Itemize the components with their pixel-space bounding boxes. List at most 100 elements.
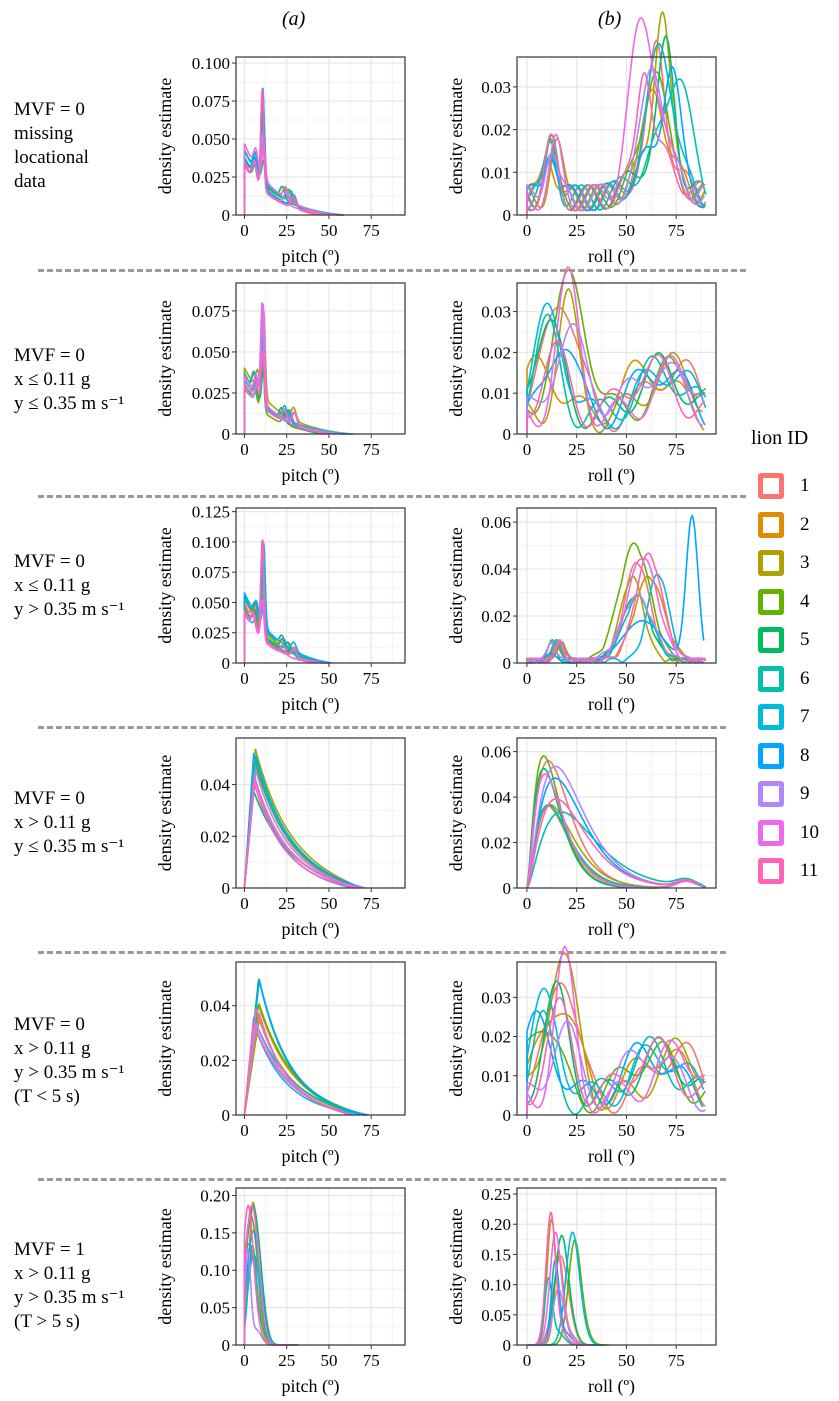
- y-tick-label: 0.100: [192, 533, 230, 552]
- legend-key-7: [758, 704, 784, 730]
- x-tick-label: 75: [668, 1351, 685, 1370]
- y-axis-title: density estimate: [446, 527, 466, 643]
- x-tick-label: 75: [363, 894, 380, 913]
- density-line-lion-2: [526, 1013, 706, 1115]
- y-tick-label: 0.20: [481, 1215, 511, 1234]
- panel-border: [516, 56, 717, 216]
- y-axis-title: density estimate: [155, 527, 175, 643]
- panel-border: [516, 282, 717, 435]
- y-tick-label: 0: [222, 654, 231, 673]
- y-axis-title: density estimate: [446, 1208, 466, 1324]
- panel-background: [236, 962, 405, 1115]
- y-tick-label: 0.15: [481, 1245, 511, 1264]
- y-tick-label: 0.05: [481, 1306, 511, 1325]
- x-tick-label: 75: [668, 440, 685, 459]
- x-axis-title: pitch (º): [281, 1146, 339, 1167]
- x-axis-title: roll (º): [588, 694, 635, 715]
- legend-key-5: [758, 627, 784, 653]
- row-divider: [38, 951, 726, 954]
- panel-a-5: 0 25 50 75 0 0.02 0.04 pitch (º) density estimat…: [155, 961, 406, 1167]
- panel-border: [235, 1187, 406, 1346]
- x-tick-label: 0: [240, 1351, 249, 1370]
- x-tick-label: 50: [320, 1351, 337, 1370]
- panel-border: [235, 282, 406, 435]
- density-line-lion-9: [526, 1020, 706, 1115]
- y-tick-label: 0: [503, 654, 512, 673]
- y-tick-label: 0.01: [481, 384, 511, 403]
- y-axis-title: density estimate: [155, 300, 175, 416]
- y-tick-label: 0.15: [200, 1224, 230, 1243]
- density-line-lion-11: [243, 89, 339, 216]
- x-tick-label: 0: [523, 440, 532, 459]
- density-line-lion-3: [526, 287, 703, 434]
- y-tick-label: 0: [222, 1106, 231, 1125]
- y-tick-label: 0.025: [192, 384, 230, 403]
- row-divider: [38, 726, 726, 729]
- y-tick-label: 0.02: [200, 827, 230, 846]
- panel-border: [516, 961, 717, 1116]
- y-tick-label: 0.03: [481, 303, 511, 322]
- x-axis-title: roll (º): [588, 1376, 635, 1397]
- density-line-lion-3: [243, 748, 362, 889]
- y-tick-label: 0: [503, 425, 512, 444]
- density-line-lion-9: [526, 67, 706, 215]
- legend-key-9: [758, 781, 784, 807]
- y-tick-label: 0.20: [200, 1186, 230, 1205]
- row-label-6: MVF = 1 x > 0.11 g y > 0.35 m s⁻¹ (T > 5…: [14, 1239, 125, 1332]
- legend-key-1: [758, 473, 784, 499]
- row-label-1: MVF = 0 missing locational data: [14, 99, 89, 192]
- x-tick-label: 50: [618, 221, 635, 240]
- x-tick-label: 75: [363, 1351, 380, 1370]
- x-axis-title: roll (º): [588, 919, 635, 940]
- y-tick-label: 0.02: [481, 121, 511, 140]
- x-tick-label: 0: [240, 221, 249, 240]
- x-tick-label: 0: [523, 669, 532, 688]
- panel-b-1: 0 25 50 75 0 0.01 0.02 0.03 roll (º) density esti…: [446, 10, 717, 267]
- legend-key-2: [758, 511, 784, 538]
- density-line-lion-8: [243, 980, 369, 1116]
- x-tick-label: 75: [363, 1121, 380, 1140]
- y-tick-label: 0.04: [200, 997, 230, 1016]
- y-tick-label: 0.03: [481, 988, 511, 1007]
- x-tick-label: 75: [363, 440, 380, 459]
- panel-border: [516, 1187, 717, 1346]
- y-tick-label: 0.10: [481, 1276, 511, 1295]
- panel-b-6: 0 25 50 75 0 0.05 0.10 0.15 0.20 0.25 roll (º) dens…: [446, 1185, 717, 1397]
- y-tick-label: 0: [503, 1106, 512, 1125]
- density-line-lion-11: [243, 1022, 351, 1116]
- y-tick-label: 0.01: [481, 163, 511, 182]
- y-axis-title: density estimate: [155, 755, 175, 871]
- density-line-lion-8: [526, 348, 706, 434]
- legend-key-10: [758, 819, 784, 846]
- x-tick-label: 25: [278, 894, 295, 913]
- row-label-5: MVF = 0 x > 0.11 g y > 0.35 m s⁻¹ (T < 5…: [14, 1014, 125, 1107]
- density-line-lion-11: [526, 340, 706, 434]
- x-tick-label: 75: [363, 669, 380, 688]
- panel-a-4: 0 25 50 75 0 0.02 0.04 pitch (º) density estimat…: [155, 737, 406, 940]
- y-tick-label: 0.25: [481, 1185, 511, 1204]
- y-tick-label: 0.04: [200, 776, 230, 795]
- x-tick-label: 25: [278, 1351, 295, 1370]
- panel-b-4: 0 25 50 75 0 0.02 0.04 0.06 roll (º) density esti…: [446, 737, 717, 940]
- x-tick-label: 25: [568, 894, 585, 913]
- x-tick-label: 25: [568, 669, 585, 688]
- density-line-lion-6: [243, 1016, 364, 1116]
- x-tick-label: 50: [320, 894, 337, 913]
- x-tick-label: 75: [668, 894, 685, 913]
- density-line-lion-11: [526, 552, 707, 665]
- x-tick-label: 0: [240, 440, 249, 459]
- density-line-lion-8: [243, 752, 365, 889]
- density-line-lion-7: [526, 302, 707, 434]
- legend-key-3: [758, 550, 784, 576]
- y-tick-label: 0.02: [200, 1051, 230, 1070]
- y-axis-title: density estimate: [446, 980, 466, 1096]
- x-axis-title: pitch (º): [281, 919, 339, 940]
- column-header-b: (b): [598, 8, 622, 30]
- x-tick-label: 75: [668, 221, 685, 240]
- x-axis-title: roll (º): [588, 246, 635, 267]
- row-divider: [38, 1178, 726, 1181]
- x-tick-label: 0: [523, 1351, 532, 1370]
- density-line-lion-11: [526, 71, 703, 215]
- y-axis-title: density estimate: [155, 1208, 175, 1324]
